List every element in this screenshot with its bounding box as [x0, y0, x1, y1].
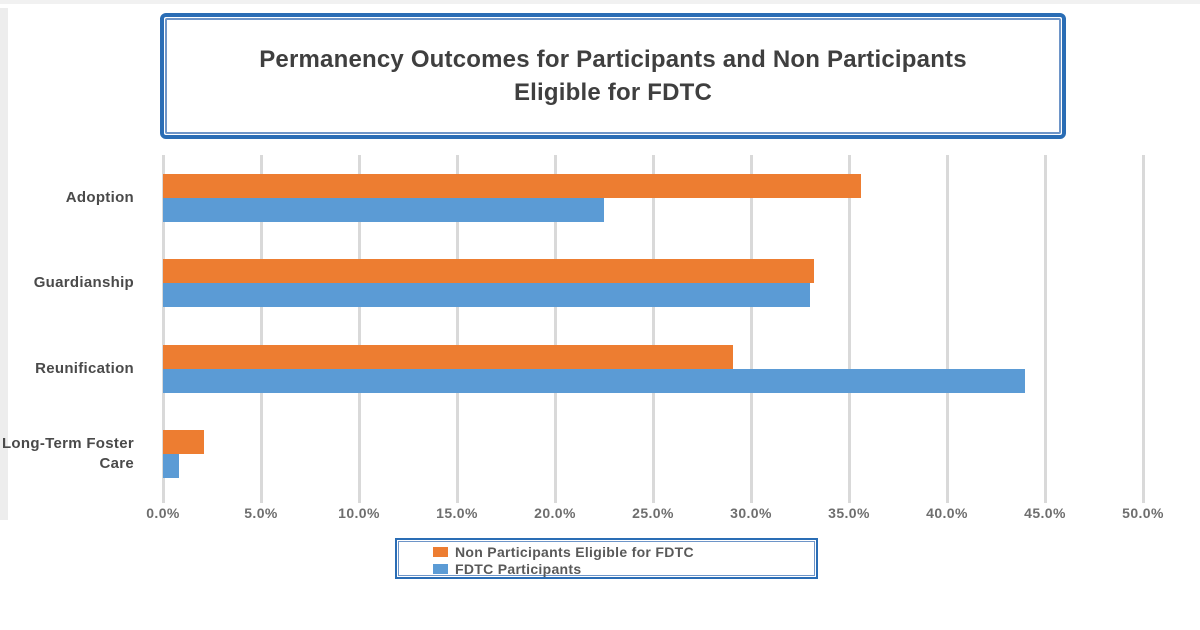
gridline-20-0	[553, 155, 557, 503]
category-label-adoption: Adoption	[65, 188, 134, 206]
chart-title-line-1: Permanency Outcomes for Participants and…	[259, 46, 967, 73]
chart-title-box: Permanency Outcomes for Participants and…	[160, 13, 1066, 139]
x-tick-label-30-0: 30.0%	[730, 505, 772, 521]
x-tick-label-40-0: 40.0%	[926, 505, 968, 521]
x-tick-label-0-0: 0.0%	[146, 505, 180, 521]
x-tick-label-45-0: 45.0%	[1024, 505, 1066, 521]
gridline-30-0	[749, 155, 753, 503]
x-tick-label-5-0: 5.0%	[244, 505, 278, 521]
page-top-edge	[0, 0, 1200, 4]
bar-fdtc-participants-guardianship	[163, 283, 810, 308]
bar-fdtc-participants-long-term-foster-care	[163, 454, 179, 479]
gridline-15-0	[455, 155, 459, 503]
bar-fdtc-participants-adoption	[163, 197, 604, 222]
gridline-5-0	[259, 155, 263, 503]
gridline-10-0	[357, 155, 361, 503]
x-tick-label-35-0: 35.0%	[828, 505, 870, 521]
bar-non-participants-eligible-for-fdtc-long-term-foster-care	[163, 430, 205, 455]
bar-fdtc-participants-reunification	[163, 368, 1026, 393]
category-label-reunification: Reunification	[35, 359, 134, 377]
bar-non-participants-eligible-for-fdtc-adoption	[163, 173, 861, 198]
x-tick-label-20-0: 20.0%	[534, 505, 576, 521]
x-tick-label-25-0: 25.0%	[632, 505, 674, 521]
chart-title: Permanency Outcomes for Participants and…	[165, 18, 1061, 134]
gridline-45-0	[1043, 155, 1047, 503]
legend-swatch-icon	[433, 546, 448, 557]
gridline-0-0	[161, 155, 165, 503]
legend-item-fdtc-participants: FDTC Participants	[433, 560, 816, 577]
gridline-50-0	[1141, 155, 1145, 503]
x-tick-label-15-0: 15.0%	[436, 505, 478, 521]
legend-label: FDTC Participants	[455, 560, 582, 577]
gridline-35-0	[847, 155, 851, 503]
category-label-guardianship: Guardianship	[33, 274, 134, 292]
chart-title-line-2: Eligible for FDTC	[513, 79, 713, 106]
x-tick-label-10-0: 10.0%	[338, 505, 380, 521]
gridline-40-0	[945, 155, 949, 503]
legend-item-non-participants-eligible-for-fdtc: Non Participants Eligible for FDTC	[433, 543, 816, 560]
bar-non-participants-eligible-for-fdtc-guardianship	[163, 259, 814, 284]
x-tick-label-50-0: 50.0%	[1122, 505, 1164, 521]
gridline-25-0	[651, 155, 655, 503]
page-left-edge	[0, 8, 8, 520]
legend-label: Non Participants Eligible for FDTC	[455, 543, 694, 560]
legend-swatch-icon	[433, 563, 448, 574]
bar-non-participants-eligible-for-fdtc-reunification	[163, 344, 734, 369]
category-label-long-term-foster-care: Long-Term Foster Care	[1, 435, 134, 473]
legend: Non Participants Eligible for FDTC FDTC P…	[395, 538, 818, 579]
